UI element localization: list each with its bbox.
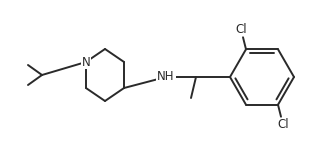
Text: Cl: Cl xyxy=(235,23,247,36)
Text: N: N xyxy=(81,55,90,69)
Text: Cl: Cl xyxy=(277,118,289,131)
Text: NH: NH xyxy=(157,71,175,84)
